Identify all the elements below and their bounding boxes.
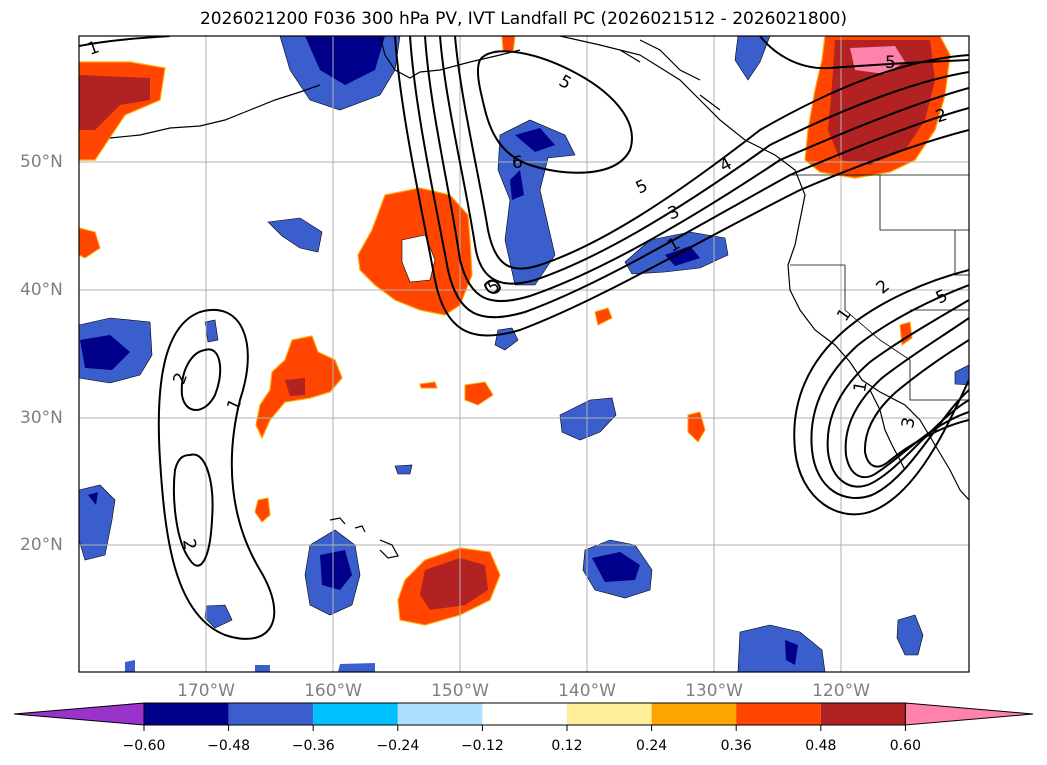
colorbar-tick-label: −0.60: [122, 738, 166, 754]
colorbar-bin: [820, 703, 906, 725]
colorbar-extend-low: [13, 702, 145, 726]
map-frame: [78, 35, 970, 673]
lat-label: 30°N: [20, 408, 63, 428]
colorbar-tick-label: −0.24: [376, 738, 420, 754]
lon-label: 150°W: [431, 681, 489, 701]
colorbar-tick-label: 0.12: [551, 738, 583, 754]
colorbar-bin: [651, 703, 737, 725]
map-title: 2026021200 F036 300 hPa PV, IVT Landfall…: [199, 9, 847, 29]
colorbar-extend-high: [904, 702, 1034, 726]
contour-label: 5: [885, 53, 896, 73]
lon-label: 120°W: [812, 681, 870, 701]
lon-label: 130°W: [685, 681, 743, 701]
colorbar-bin: [736, 703, 821, 725]
lat-label: 40°N: [20, 280, 63, 300]
colorbar-tick-label: −0.36: [291, 738, 335, 754]
lon-label: 170°W: [177, 681, 235, 701]
contour-label: 3: [898, 416, 920, 430]
colorbar-bin: [313, 703, 398, 725]
colorbar-bin: [144, 703, 229, 725]
colorbar-tick-label: 0.48: [805, 738, 837, 754]
pv-negative-anomalies: [79, 36, 969, 672]
contour-label: 6: [512, 153, 523, 173]
colorbar-bin: [228, 703, 314, 725]
colorbar-tick-label: −0.48: [207, 738, 251, 754]
contour-label: 2: [178, 537, 200, 551]
lon-label: 160°W: [304, 681, 362, 701]
colorbar-bin: [567, 703, 652, 725]
lat-label: 50°N: [20, 152, 63, 172]
borders: [790, 174, 969, 401]
map-plot-area: 1 5 2 6 5 4 3 1 5 2 1 2 1 2 5 1 4 3 5: [79, 36, 969, 672]
colorbar-tick-label: 0.60: [889, 738, 921, 754]
colorbar-bin: [482, 703, 567, 725]
lon-label: 140°W: [558, 681, 616, 701]
colorbar-bin: [397, 703, 483, 725]
colorbar: [13, 702, 1034, 731]
contour-label: 1: [850, 380, 872, 394]
ivt-contours: [79, 36, 969, 640]
lat-label: 20°N: [20, 535, 63, 555]
colorbar-tick-label: 0.24: [636, 738, 668, 754]
colorbar-tick-label: −0.12: [460, 738, 504, 754]
colorbar-tick-label: 0.36: [720, 738, 752, 754]
